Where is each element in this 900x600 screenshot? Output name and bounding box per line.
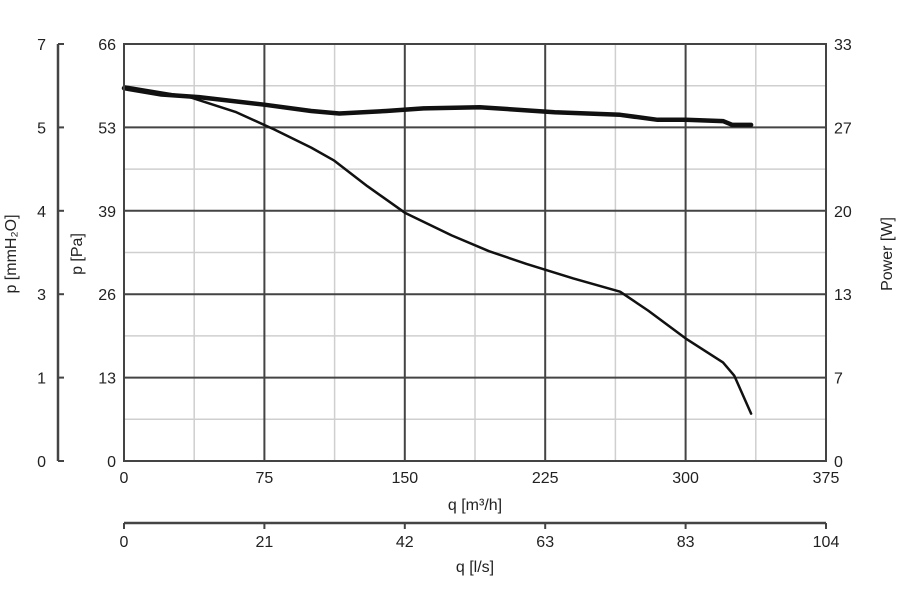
plot-frame — [123, 43, 827, 462]
x-tick-label: 150 — [391, 470, 418, 487]
y-right-tick-label: 20 — [834, 204, 852, 221]
x-secondary-tick-labels: 0 21 42 63 83 104 — [120, 534, 840, 551]
y2-tick-label: 0 — [37, 454, 46, 471]
y-power-tick-labels: 0 7 13 20 27 33 — [834, 37, 852, 471]
y-tick-label: 66 — [98, 37, 116, 54]
x2-tick-label: 104 — [813, 534, 840, 551]
y2-tick-label: 7 — [37, 37, 46, 54]
y-tick-label: 39 — [98, 204, 116, 221]
y-right-tick-label: 27 — [834, 120, 852, 137]
x2-tick-label: 63 — [536, 534, 554, 551]
x-tick-label: 300 — [672, 470, 699, 487]
x-tick-label: 0 — [120, 470, 129, 487]
pressure-curve — [122, 85, 753, 415]
y2-tick-label: 4 — [37, 204, 46, 221]
x2-tick-label: 83 — [677, 534, 695, 551]
y-tick-label: 53 — [98, 120, 116, 137]
power-curve — [121, 85, 754, 128]
y-pa-axis-title: p [Pa] — [69, 233, 86, 275]
data-series — [121, 85, 754, 415]
x2-tick-label: 21 — [256, 534, 274, 551]
major-gridlines — [124, 44, 826, 461]
y-pa-tick-labels: 0 13 26 39 53 66 — [98, 37, 116, 471]
x-tick-label: 375 — [813, 470, 840, 487]
y-mmh2o-axis-title: p [mmH₂O] — [3, 214, 20, 293]
y-tick-label: 26 — [98, 287, 116, 304]
x2-tick-label: 0 — [120, 534, 129, 551]
axes — [56, 43, 827, 529]
y-right-tick-label: 0 — [834, 454, 843, 471]
y-tick-label: 13 — [98, 371, 116, 388]
x-tick-label: 225 — [532, 470, 559, 487]
y-tick-label: 0 — [107, 454, 116, 471]
y-mmh2o-tick-labels: 0 1 3 4 5 7 — [37, 37, 46, 471]
y2-tick-label: 5 — [37, 120, 46, 137]
x-tick-label: 75 — [256, 470, 274, 487]
y-power-axis-title: Power [W] — [879, 217, 896, 291]
plot-border — [123, 43, 827, 462]
y-right-tick-label: 33 — [834, 37, 852, 54]
x2-tick-label: 42 — [396, 534, 414, 551]
x-primary-tick-labels: 0 75 150 225 300 375 — [120, 470, 840, 487]
y-right-tick-label: 13 — [834, 287, 852, 304]
y-right-tick-label: 7 — [834, 371, 843, 388]
y2-tick-label: 3 — [37, 287, 46, 304]
x-secondary-axis-title: q [l/s] — [456, 559, 494, 576]
y2-tick-label: 1 — [37, 371, 46, 388]
x-primary-axis-title: q [m³/h] — [448, 497, 502, 514]
